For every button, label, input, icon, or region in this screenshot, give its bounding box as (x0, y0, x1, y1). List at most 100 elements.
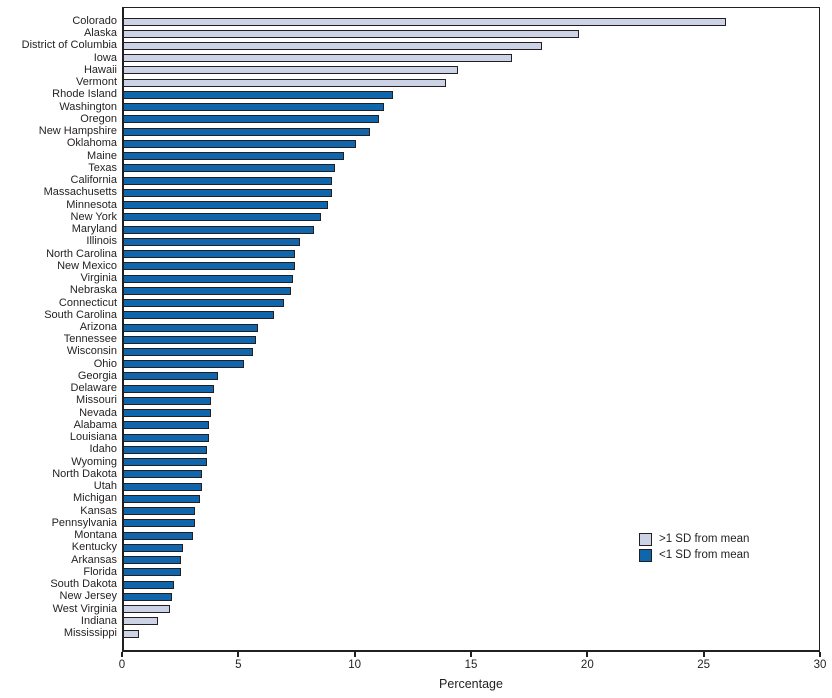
y-axis-label: South Carolina (44, 308, 117, 321)
y-axis-label: Michigan (72, 492, 117, 505)
bar-north-dakota (123, 470, 203, 479)
bar-nebraska (123, 286, 291, 295)
x-tick-label: 5 (235, 659, 242, 671)
y-axis-label: Nebraska (69, 284, 117, 297)
bar-colorado (123, 17, 726, 26)
bar-maine (123, 152, 345, 161)
bar-maryland (123, 225, 314, 234)
bar-north-carolina (123, 250, 296, 259)
bar-minnesota (123, 201, 328, 210)
bar-florida (123, 568, 182, 577)
x-tick-label: 10 (348, 659, 362, 671)
bar-south-dakota (123, 580, 175, 589)
bar-utah (123, 482, 203, 491)
y-axis-label: Maine (87, 149, 117, 162)
y-axis-label: Minnesota (66, 198, 117, 211)
y-axis-label: Utah (93, 480, 117, 493)
x-tick-mark (819, 652, 821, 657)
bar-idaho (123, 445, 207, 454)
y-axis-label: Nevada (79, 406, 117, 419)
y-axis-label: Idaho (89, 443, 117, 456)
bar-oregon (123, 115, 379, 124)
y-axis-label: Montana (74, 529, 117, 542)
y-axis-label: New Mexico (57, 259, 117, 272)
x-axis-title: Percentage (439, 677, 503, 691)
bar-alaska (123, 29, 580, 38)
y-axis-label: Arizona (79, 321, 117, 333)
y-axis-label: Illinois (86, 235, 117, 248)
bar-rhode-island (123, 90, 393, 99)
y-axis-label: Oregon (80, 112, 117, 125)
y-axis-label: Louisiana (69, 431, 117, 444)
bar-ohio (123, 360, 244, 369)
bar-new-york (123, 213, 321, 222)
y-axis-label: North Carolina (46, 247, 117, 260)
y-axis-label: California (70, 174, 117, 187)
x-tick-mark (353, 652, 356, 657)
legend: >1 SD from mean <1 SD from mean (639, 531, 749, 563)
bar-oklahoma (123, 139, 356, 148)
y-axis-label: Alabama (73, 418, 117, 431)
y-axis-label: Vermont (76, 76, 117, 89)
bar-illinois (123, 237, 300, 246)
bar-arizona (123, 323, 258, 332)
y-axis-label: Kansas (80, 504, 117, 517)
y-axis-label: Oklahoma (66, 137, 117, 150)
bar-wyoming (123, 458, 207, 467)
bar-tennessee (123, 335, 256, 344)
x-tick-label: 0 (118, 659, 126, 671)
y-axis-label: West Virginia (52, 602, 117, 615)
y-axis-label: Rhode Island (52, 88, 117, 101)
y-axis-label: Iowa (93, 51, 117, 64)
x-tick-mark (470, 652, 472, 657)
legend-swatch-gt1sd (639, 532, 652, 546)
bar-wisconsin (123, 347, 254, 356)
legend-swatch-lt1sd (639, 548, 652, 562)
x-tick-mark (237, 652, 240, 657)
x-tick-mark (586, 652, 589, 657)
bar-alabama (123, 421, 210, 430)
bar-missouri (123, 396, 212, 405)
y-axis-label: Wisconsin (66, 345, 117, 358)
y-axis-label: Colorado (72, 15, 117, 27)
x-tick-label: 25 (697, 659, 711, 671)
bar-kentucky (123, 543, 184, 552)
bar-arkansas (123, 556, 182, 565)
x-tick-label: 15 (464, 659, 478, 671)
y-axis-label: North Dakota (52, 467, 117, 480)
y-axis-label: Tennessee (63, 333, 117, 346)
legend-label-gt1sd: >1 SD from mean (659, 533, 750, 545)
bar-texas (123, 164, 335, 173)
legend-label-lt1sd: <1 SD from mean (659, 549, 750, 561)
bar-georgia (123, 372, 219, 381)
legend-item-gt1sd: >1 SD from mean (639, 531, 749, 547)
bar-district-of-columbia (123, 41, 542, 50)
y-axis-label: Kentucky (71, 541, 117, 554)
y-axis-label: Massachusetts (43, 186, 117, 199)
y-axis-label: Virginia (80, 272, 118, 285)
bar-montana (123, 531, 193, 540)
bar-vermont (123, 78, 447, 87)
bar-new-mexico (123, 262, 296, 271)
y-axis-label: District of Columbia (21, 39, 117, 52)
bar-connecticut (123, 299, 284, 308)
y-axis-label: New Jersey (59, 590, 117, 603)
bar-louisiana (123, 433, 210, 442)
y-axis-label: Indiana (80, 614, 117, 627)
bar-new-hampshire (123, 127, 370, 136)
y-axis-label: Delaware (70, 382, 117, 395)
y-axis-label: Missouri (76, 394, 117, 407)
bar-massachusetts (123, 188, 333, 197)
y-axis-label: Pennsylvania (51, 516, 117, 529)
bar-kansas (123, 507, 196, 516)
bar-washington (123, 103, 384, 112)
bar-new-jersey (123, 592, 172, 601)
bar-nevada (123, 409, 212, 418)
y-axis-label: New Hampshire (38, 125, 117, 138)
x-tick-mark (702, 652, 705, 657)
y-axis-label: Ohio (93, 357, 117, 370)
x-tick-mark (121, 652, 123, 657)
bar-california (123, 176, 333, 185)
bar-mississippi (123, 629, 140, 638)
